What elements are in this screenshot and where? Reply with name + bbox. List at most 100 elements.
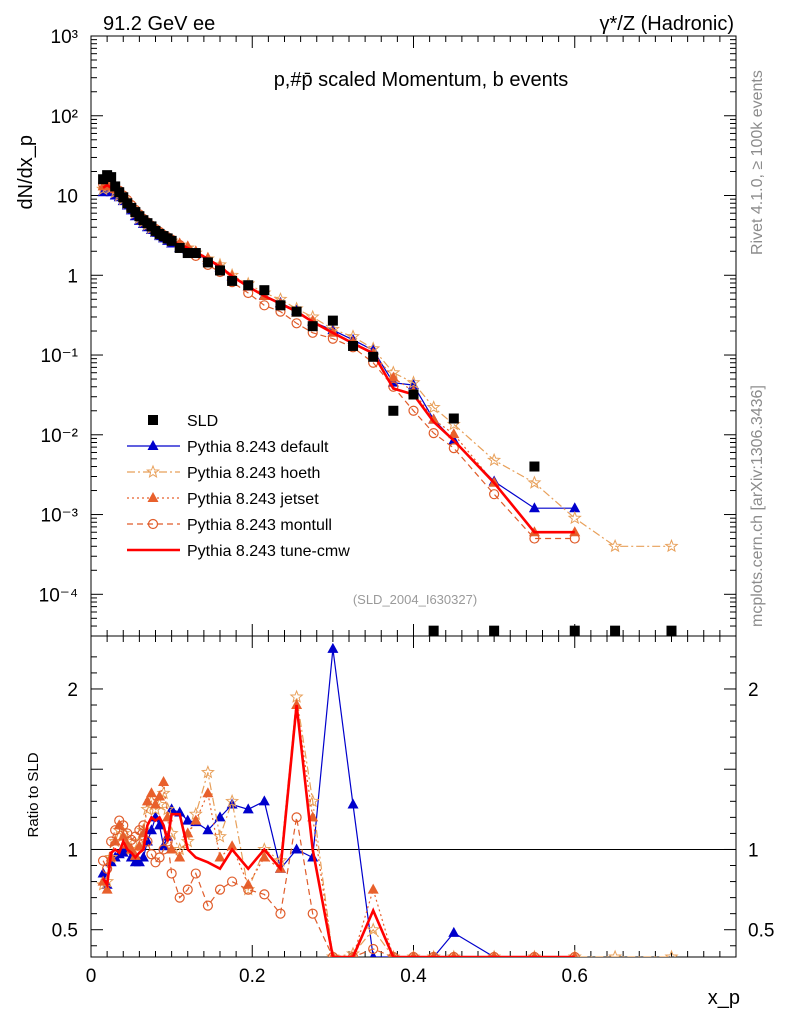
ratio-marker [145, 787, 157, 798]
ratio-line-0 [102, 648, 575, 957]
data-point [110, 181, 121, 192]
series-marker [608, 538, 623, 553]
x-axis-label: x_p [708, 987, 740, 1009]
legend-marker [146, 464, 160, 479]
ratio-marker [608, 949, 623, 957]
ratio-tick-label: 2 [748, 680, 759, 701]
series-marker [527, 475, 542, 489]
ratio-marker [174, 892, 185, 903]
ratio-marker [214, 884, 226, 895]
ratio-marker [145, 824, 157, 835]
rivet-label: Rivet 4.1.0, ≥ 100k events [749, 70, 766, 255]
ratio-tick-label: 1 [748, 840, 759, 861]
data-point [529, 461, 540, 472]
ratio-tick-label: 0.5 [52, 921, 78, 942]
ratio-marker [182, 814, 194, 825]
x-tick-label: 0.2 [239, 966, 265, 987]
data-point [291, 306, 302, 317]
ratio-marker [664, 949, 679, 957]
ratio-marker [226, 840, 238, 851]
ratio-marker [571, 951, 579, 957]
header-left: 91.2 GeV ee [103, 13, 215, 35]
data-point [388, 405, 399, 416]
legend-label: Pythia 8.243 montull [187, 517, 332, 534]
series-marker [426, 400, 441, 414]
ratio-marker [101, 883, 113, 894]
ratio-marker [166, 868, 177, 879]
series-marker [408, 405, 419, 416]
legend-label: SLD [187, 413, 218, 430]
series-marker [388, 381, 399, 392]
ratio-marker [242, 803, 254, 814]
ratio-marker [226, 876, 238, 887]
ratio-marker [141, 795, 153, 806]
ratio-marker [327, 642, 339, 653]
y-tick-label: 10⁻² [41, 426, 79, 447]
legend-marker [147, 518, 159, 530]
ratio-marker [102, 863, 113, 874]
data-point [428, 625, 439, 636]
ratio-marker [106, 836, 117, 847]
ratio-marker [569, 951, 580, 957]
ratio-line-3 [102, 817, 575, 957]
ratio-tick-label: 2 [67, 680, 78, 701]
data-point [243, 280, 254, 291]
mcplots-label: mcplots.cern.ch [arXiv:1306.3436] [749, 385, 766, 627]
ratio-marker [291, 812, 302, 823]
y-axis-label: dN/dx_p [15, 135, 37, 210]
series-marker [428, 427, 439, 439]
ratio-marker [388, 951, 399, 957]
ratio-line-2 [102, 704, 575, 957]
series-marker [428, 413, 440, 424]
ratio-marker [430, 951, 437, 957]
data-point [348, 340, 359, 351]
ratio-marker [347, 951, 359, 957]
ratio-marker [258, 851, 270, 862]
ratio-marker [154, 790, 166, 801]
ratio-marker [133, 840, 145, 851]
ratio-marker [142, 836, 153, 847]
ratio-marker [174, 851, 186, 862]
data-point [174, 242, 185, 253]
series-marker [448, 443, 459, 454]
data-point [307, 321, 318, 332]
data-point [569, 625, 580, 636]
legend-label: Pythia 8.243 tune-cmw [187, 543, 350, 560]
ratio-marker [190, 868, 201, 879]
data-point [166, 235, 177, 246]
series-marker [569, 502, 581, 513]
series-marker [489, 489, 500, 500]
series-marker [487, 452, 502, 467]
ratio-marker [158, 776, 170, 787]
ratio-marker [202, 824, 214, 835]
series-marker [387, 371, 399, 382]
chart-title: p,#p̄ scaled Momentum, b events [274, 69, 569, 91]
ratio-marker [529, 951, 540, 957]
ratio-marker [531, 951, 538, 957]
ratio-marker [428, 951, 439, 957]
analysis-id: (SLD_2004_I630327) [353, 592, 477, 607]
data-point [182, 248, 193, 259]
data-point [202, 257, 213, 268]
ratio-marker [490, 951, 498, 957]
ratio-marker [258, 795, 270, 806]
x-tick-label: 0 [86, 966, 97, 987]
ratio-marker [448, 926, 460, 937]
data-point [190, 248, 201, 259]
ratio-marker [164, 826, 179, 840]
ratio-marker [137, 851, 149, 862]
ratio-marker [190, 814, 202, 825]
legend-marker [148, 415, 158, 425]
ratio-marker [118, 820, 129, 831]
data-point [368, 351, 379, 362]
ratio-marker [307, 908, 318, 919]
data-point [489, 625, 500, 636]
data-point [408, 389, 419, 400]
ratio-marker [489, 951, 500, 957]
ratio-marker [129, 849, 141, 860]
ratio-marker [182, 884, 193, 895]
ratio-marker [243, 884, 254, 895]
y-tick-label: 10² [51, 107, 78, 128]
ratio-marker [200, 765, 215, 779]
